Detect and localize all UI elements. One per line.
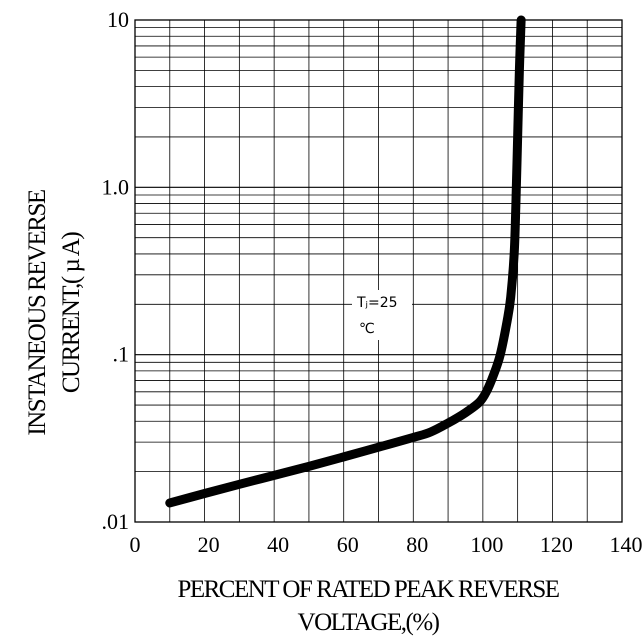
x-tick-label: 80 xyxy=(406,532,428,557)
x-axis-title-line-1: PERCENT OF RATED PEAK REVERSE xyxy=(177,576,559,603)
x-tick-labels: 0 20 40 60 80 100 120 140 xyxy=(130,532,643,557)
x-tick-label: 40 xyxy=(267,532,289,557)
y-axis-title: INSTANEOUS REVERSE CURRENT,( µ A) xyxy=(24,189,85,436)
y-axis-title-line-2: CURRENT,( µ A) xyxy=(58,232,85,393)
y-tick-label: .01 xyxy=(102,509,130,534)
x-tick-label: 60 xyxy=(337,532,359,557)
annotation-line-1: Tⱼ=25 xyxy=(356,295,398,311)
y-tick-label: 1.0 xyxy=(102,174,130,199)
x-tick-label: 140 xyxy=(610,532,643,557)
plot-frame xyxy=(134,19,623,523)
y-tick-label: .1 xyxy=(113,342,130,367)
y-tick-labels: .01 .1 1.0 10 xyxy=(102,7,130,534)
x-axis-title-line-2: VOLTAGE,(%) xyxy=(298,609,440,636)
x-tick-label: 0 xyxy=(130,532,141,557)
x-tick-label: 20 xyxy=(198,532,220,557)
x-tick-label: 120 xyxy=(540,532,573,557)
x-tick-label: 100 xyxy=(470,532,503,557)
y-tick-label: 10 xyxy=(107,7,129,32)
series-line xyxy=(165,15,526,508)
grid xyxy=(135,20,622,522)
annotation-line-2: ℃ xyxy=(359,321,375,337)
annotation-tj: Tⱼ=25 ℃ xyxy=(352,290,412,340)
y-axis-title-line-1: INSTANEOUS REVERSE xyxy=(24,189,51,436)
